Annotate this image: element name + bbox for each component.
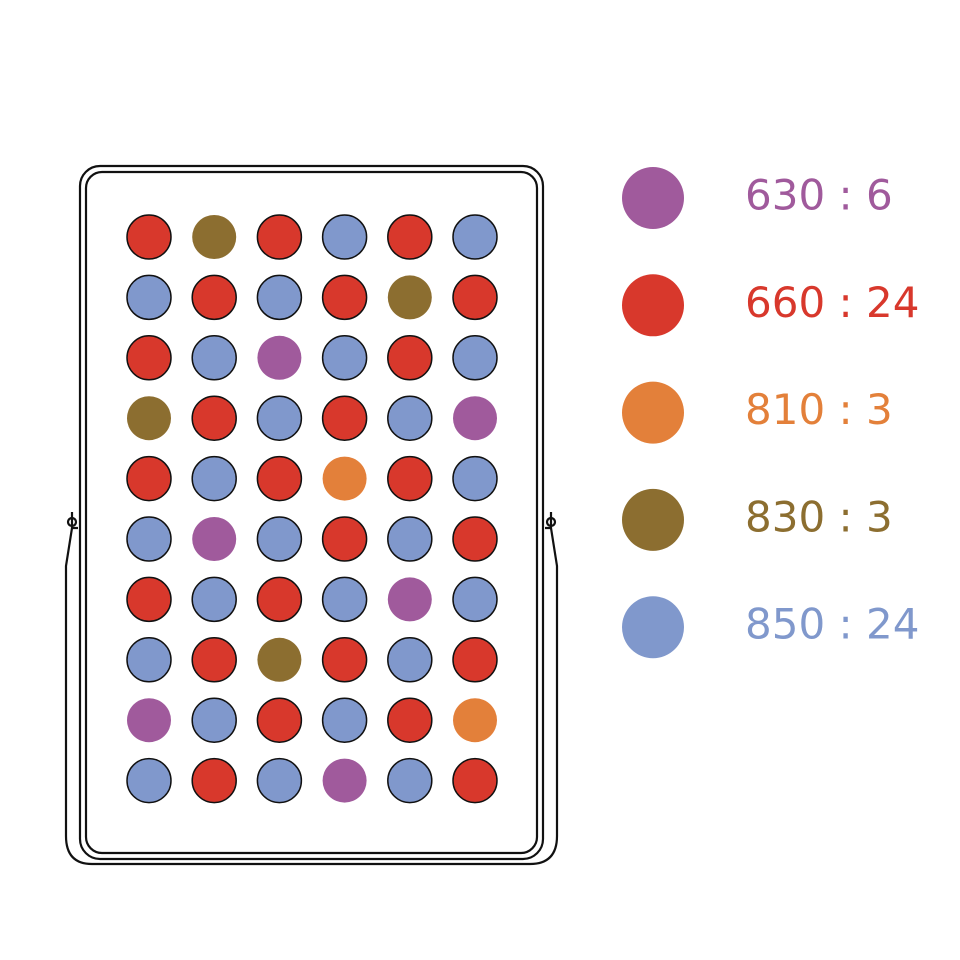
led: [321, 697, 368, 743]
bracket-pin: [545, 516, 557, 528]
legend-swatch: [622, 274, 684, 337]
led: [191, 274, 237, 321]
led: [191, 697, 237, 743]
led: [322, 456, 367, 501]
led: [321, 274, 368, 321]
led: [191, 395, 237, 441]
led: [322, 758, 367, 803]
led: [126, 576, 172, 623]
led: [192, 215, 237, 259]
led: [191, 455, 237, 502]
led: [387, 577, 432, 622]
panel-inner: [84, 170, 539, 855]
led-grid: [126, 214, 498, 804]
led: [453, 698, 497, 743]
led: [321, 335, 368, 381]
led: [256, 395, 303, 441]
led: [127, 396, 171, 441]
led: [191, 576, 237, 623]
led: [321, 395, 368, 441]
legend-swatch: [622, 488, 684, 551]
led: [452, 335, 498, 381]
led: [127, 698, 171, 743]
led: [192, 517, 237, 561]
led: [256, 214, 303, 260]
led: [256, 274, 303, 321]
led: [387, 214, 433, 260]
led: [256, 455, 303, 502]
led: [257, 335, 302, 380]
led: [126, 214, 172, 260]
led: [452, 576, 498, 623]
legend-swatch: [622, 167, 684, 229]
led: [126, 274, 172, 321]
led: [191, 335, 237, 381]
led: [126, 335, 172, 381]
led: [257, 637, 302, 682]
led: [387, 516, 433, 562]
led: [387, 275, 432, 320]
panel-outer: [78, 164, 545, 861]
legend-label: 660 : 24: [745, 278, 919, 327]
led: [126, 757, 172, 804]
led: [387, 637, 433, 683]
led: [321, 637, 368, 683]
panel-outline: [64, 164, 559, 866]
legend-label: 830 : 3: [745, 492, 893, 541]
led: [452, 455, 498, 502]
led: [126, 516, 172, 562]
led: [452, 274, 498, 321]
led: [256, 697, 303, 743]
led: [321, 516, 368, 562]
led: [256, 576, 303, 623]
legend-label: 810 : 3: [745, 385, 893, 434]
legend-swatch: [622, 381, 684, 444]
legend-label: 630 : 6: [745, 171, 893, 220]
bracket: [64, 512, 559, 866]
led: [452, 637, 498, 683]
led: [452, 757, 498, 804]
bracket-pin: [66, 516, 78, 528]
legend-swatch: [622, 596, 684, 659]
led: [387, 697, 433, 743]
led: [191, 757, 237, 804]
led: [126, 455, 172, 502]
legend: 630 : 6 660 : 24 810 : 3 830 : 3 850 : 24: [622, 167, 919, 659]
led: [452, 214, 498, 260]
led: [387, 335, 433, 381]
led: [453, 396, 497, 441]
led: [452, 516, 498, 562]
led: [191, 637, 237, 683]
legend-label: 850 : 24: [745, 600, 919, 649]
led: [256, 516, 303, 562]
led: [387, 455, 433, 502]
led: [321, 576, 368, 623]
led: [387, 395, 433, 441]
led: [321, 214, 368, 260]
led: [387, 757, 433, 804]
led: [126, 637, 172, 683]
led: [256, 757, 303, 804]
